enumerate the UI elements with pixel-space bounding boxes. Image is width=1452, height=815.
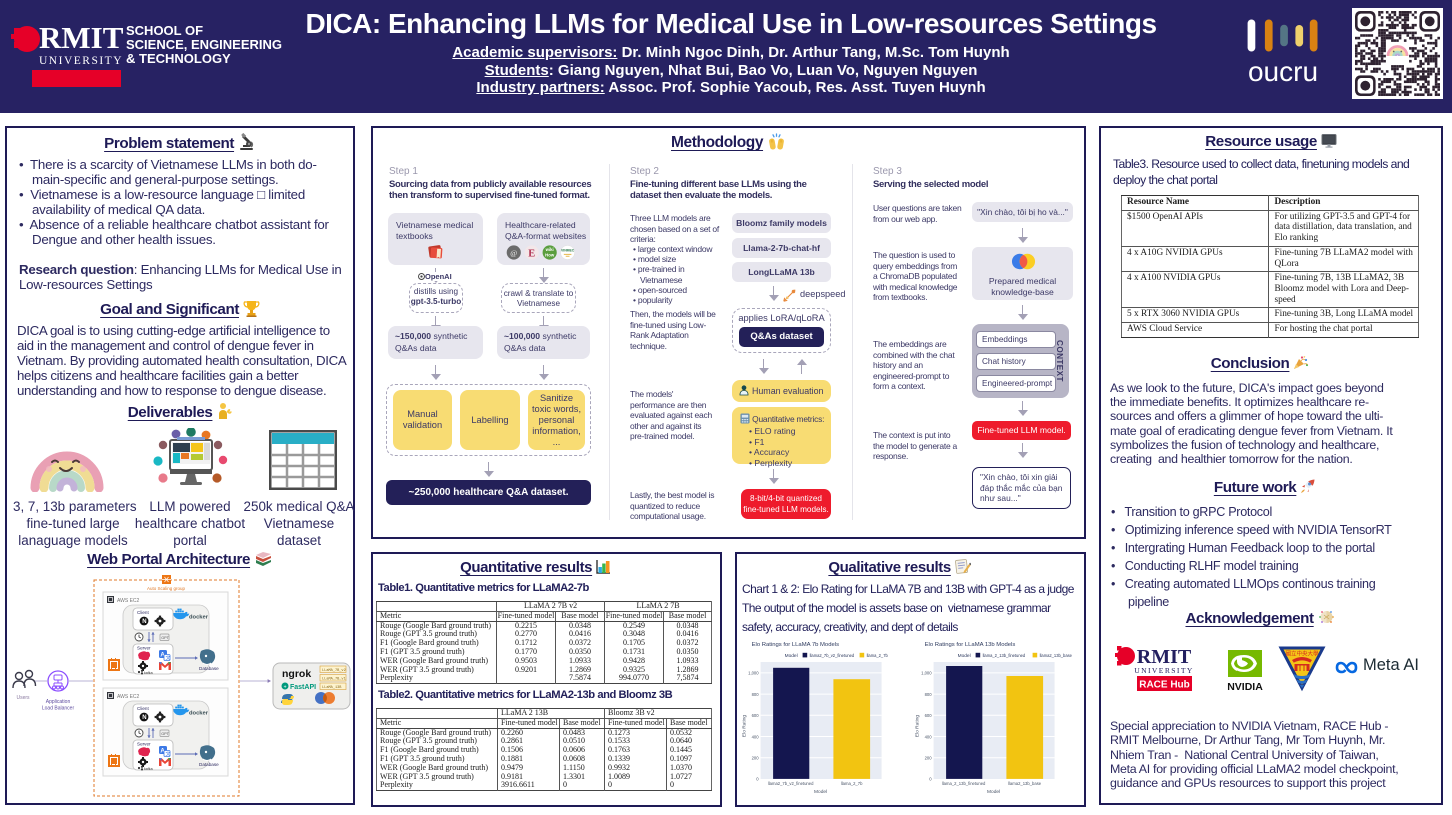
svg-text:Load Balancer: Load Balancer: [42, 706, 75, 712]
svg-text:LLaMA_7B_v2: LLaMA_7B_v2: [322, 669, 346, 673]
svg-text:NVIDIA: NVIDIA: [1227, 681, 1263, 693]
svg-text:UNIVERSITY: UNIVERSITY: [1134, 666, 1194, 675]
svg-text:How: How: [545, 252, 555, 257]
svg-text:400: 400: [752, 734, 760, 739]
svg-text:+: +: [284, 685, 287, 691]
svg-text:1,000: 1,000: [921, 671, 932, 676]
svg-text:oucru: oucru: [1248, 56, 1318, 87]
svg-text:llama_2_13b_finetuned: llama_2_13b_finetuned: [942, 781, 986, 786]
svg-text:1,000: 1,000: [748, 671, 759, 676]
svg-text:VINMEC: VINMEC: [561, 249, 575, 253]
svg-text:Elo Ratings for LLaMA 13b Mode: Elo Ratings for LLaMA 13b Models: [925, 642, 1016, 648]
svg-text:RMIT: RMIT: [1137, 646, 1192, 668]
svg-text:Model: Model: [814, 789, 827, 795]
svg-text:Meta AI: Meta AI: [1363, 656, 1419, 674]
svg-text:0: 0: [929, 777, 932, 782]
svg-text:ngrok: ngrok: [282, 668, 311, 680]
svg-text:@: @: [510, 248, 517, 257]
svg-text:Model: Model: [958, 653, 971, 659]
svg-text:0: 0: [756, 777, 759, 782]
svg-text:llama2_13b_base: llama2_13b_base: [1040, 653, 1073, 658]
svg-text:Elo Ratings for LLaMA 7b Model: Elo Ratings for LLaMA 7b Models: [752, 642, 839, 648]
svg-text:800: 800: [925, 692, 933, 697]
svg-text:FastAPI: FastAPI: [290, 684, 316, 691]
svg-text:Application: Application: [46, 699, 71, 705]
svg-text:llama2_7b_v2_finetuned: llama2_7b_v2_finetuned: [768, 781, 814, 786]
svg-text:llama_2_7b: llama_2_7b: [841, 781, 863, 786]
svg-text:200: 200: [925, 756, 933, 761]
svg-text:200: 200: [752, 756, 760, 761]
svg-text:國立中央大學: 國立中央大學: [1285, 650, 1319, 658]
svg-text:Model: Model: [987, 789, 1000, 795]
svg-text:600: 600: [752, 713, 760, 718]
svg-text:llama_2_7b: llama_2_7b: [867, 653, 889, 658]
svg-text:Auto Scaling group: Auto Scaling group: [147, 586, 186, 591]
svg-text:800: 800: [752, 692, 760, 697]
svg-text:Model: Model: [785, 653, 798, 659]
svg-text:llama2_7b_v2_finetuned: llama2_7b_v2_finetuned: [810, 653, 855, 658]
svg-text:Elo Rating: Elo Rating: [742, 715, 748, 737]
svg-text:llama_2_13b_finetuned: llama_2_13b_finetuned: [983, 653, 1026, 658]
svg-text:400: 400: [925, 734, 933, 739]
svg-text:wiki: wiki: [545, 247, 554, 252]
svg-text:Users: Users: [16, 695, 30, 701]
svg-text:LLaMA_7B_v1: LLaMA_7B_v1: [322, 678, 346, 682]
svg-text:llama2_13b_base: llama2_13b_base: [1008, 781, 1042, 786]
svg-text:RACE Hub: RACE Hub: [1139, 680, 1190, 691]
svg-text:600: 600: [925, 713, 933, 718]
svg-text:LLaMA_13B: LLaMA_13B: [322, 686, 342, 690]
svg-text:Elo Rating: Elo Rating: [915, 715, 921, 737]
svg-text:E: E: [528, 248, 535, 259]
